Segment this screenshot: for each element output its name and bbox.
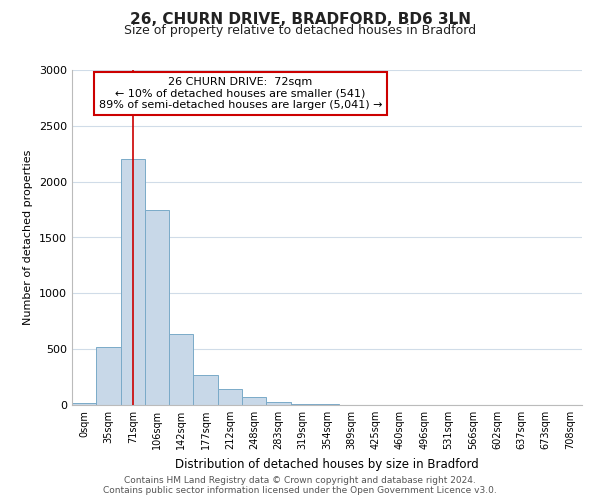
Bar: [315, 404, 339, 405]
Text: Contains HM Land Registry data © Crown copyright and database right 2024.: Contains HM Land Registry data © Crown c…: [124, 476, 476, 485]
Bar: [96, 347, 121, 405]
Bar: [145, 210, 169, 405]
Bar: [72, 403, 96, 405]
Text: 26 CHURN DRIVE:  72sqm
← 10% of detached houses are smaller (541)
89% of semi-de: 26 CHURN DRIVE: 72sqm ← 10% of detached …: [98, 76, 382, 110]
Text: Contains public sector information licensed under the Open Government Licence v3: Contains public sector information licen…: [103, 486, 497, 495]
Bar: [242, 396, 266, 405]
Bar: [121, 160, 145, 405]
Text: 26, CHURN DRIVE, BRADFORD, BD6 3LN: 26, CHURN DRIVE, BRADFORD, BD6 3LN: [130, 12, 470, 28]
Y-axis label: Number of detached properties: Number of detached properties: [23, 150, 34, 325]
Bar: [193, 376, 218, 405]
Text: Size of property relative to detached houses in Bradford: Size of property relative to detached ho…: [124, 24, 476, 37]
Bar: [218, 390, 242, 405]
Bar: [169, 334, 193, 405]
Bar: [266, 402, 290, 405]
X-axis label: Distribution of detached houses by size in Bradford: Distribution of detached houses by size …: [175, 458, 479, 470]
Bar: [290, 404, 315, 405]
